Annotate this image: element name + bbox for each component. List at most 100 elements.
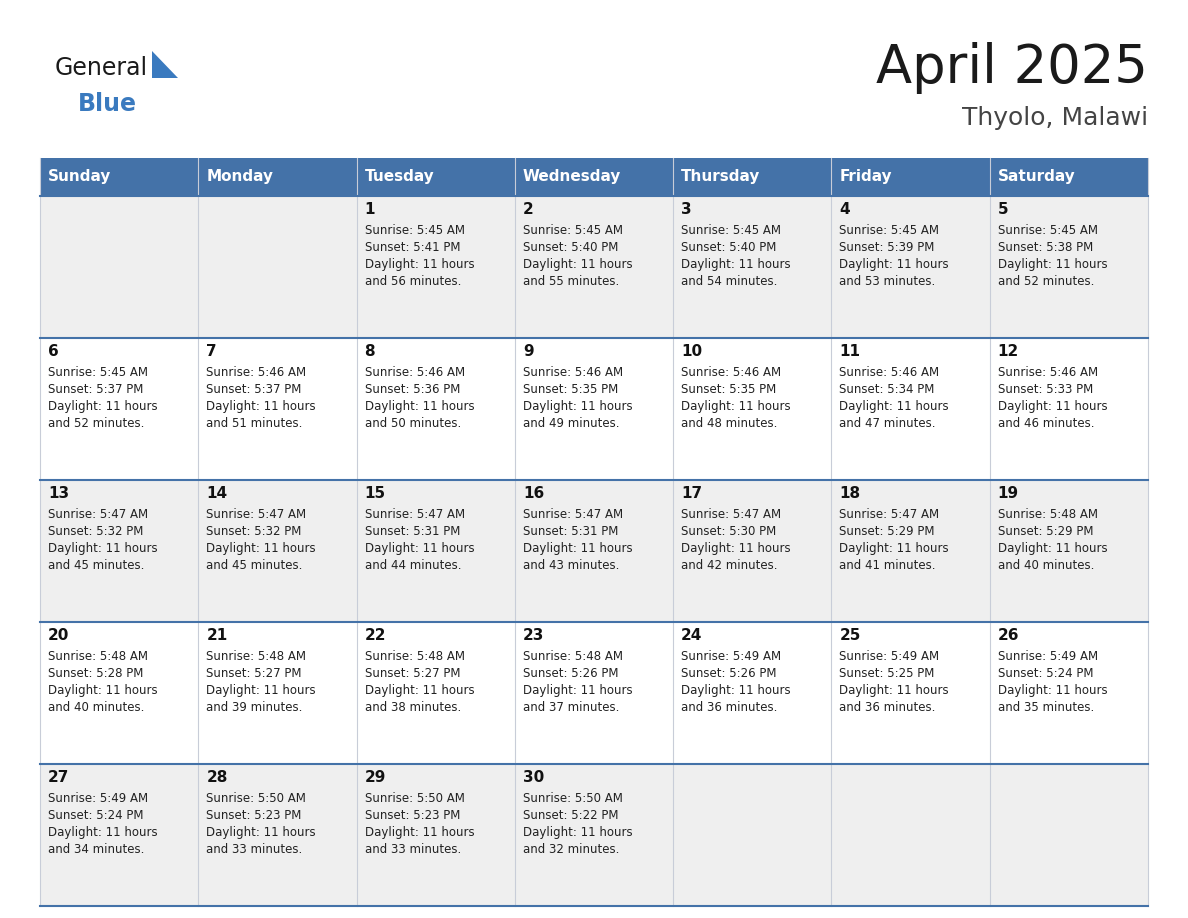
Bar [40,764,1148,906]
Text: Daylight: 11 hours: Daylight: 11 hours [207,826,316,839]
Text: 5: 5 [998,202,1009,217]
Text: and 42 minutes.: and 42 minutes. [681,559,778,572]
Text: Daylight: 11 hours: Daylight: 11 hours [48,826,158,839]
Text: 14: 14 [207,486,227,501]
Text: Sunset: 5:25 PM: Sunset: 5:25 PM [840,667,935,680]
Text: and 33 minutes.: and 33 minutes. [365,843,461,856]
Text: Daylight: 11 hours: Daylight: 11 hours [998,258,1107,271]
Text: Sunset: 5:26 PM: Sunset: 5:26 PM [681,667,777,680]
Text: Sunset: 5:23 PM: Sunset: 5:23 PM [365,809,460,822]
Text: and 46 minutes.: and 46 minutes. [998,417,1094,430]
Text: and 39 minutes.: and 39 minutes. [207,701,303,714]
Text: Daylight: 11 hours: Daylight: 11 hours [207,542,316,555]
Text: Sunset: 5:26 PM: Sunset: 5:26 PM [523,667,619,680]
Text: Sunrise: 5:49 AM: Sunrise: 5:49 AM [998,650,1098,663]
Text: Daylight: 11 hours: Daylight: 11 hours [48,542,158,555]
Text: Saturday: Saturday [998,170,1075,185]
Text: and 36 minutes.: and 36 minutes. [681,701,777,714]
Text: and 49 minutes.: and 49 minutes. [523,417,619,430]
Text: Thursday: Thursday [681,170,760,185]
Text: 12: 12 [998,344,1019,359]
Text: Daylight: 11 hours: Daylight: 11 hours [48,684,158,697]
Text: Sunday: Sunday [48,170,112,185]
Text: Sunset: 5:39 PM: Sunset: 5:39 PM [840,241,935,254]
Text: Daylight: 11 hours: Daylight: 11 hours [207,400,316,413]
Text: Sunset: 5:37 PM: Sunset: 5:37 PM [207,383,302,396]
Text: Daylight: 11 hours: Daylight: 11 hours [523,684,632,697]
Text: 8: 8 [365,344,375,359]
Text: April 2025: April 2025 [876,42,1148,94]
Text: Daylight: 11 hours: Daylight: 11 hours [998,684,1107,697]
Text: Sunset: 5:34 PM: Sunset: 5:34 PM [840,383,935,396]
Text: 16: 16 [523,486,544,501]
Text: 30: 30 [523,770,544,785]
Text: Sunset: 5:37 PM: Sunset: 5:37 PM [48,383,144,396]
Text: Sunrise: 5:48 AM: Sunrise: 5:48 AM [48,650,148,663]
Text: 22: 22 [365,628,386,643]
Text: 27: 27 [48,770,69,785]
Text: Daylight: 11 hours: Daylight: 11 hours [365,542,474,555]
Bar [40,338,1148,480]
Text: Sunset: 5:38 PM: Sunset: 5:38 PM [998,241,1093,254]
Text: Daylight: 11 hours: Daylight: 11 hours [840,258,949,271]
Text: and 47 minutes.: and 47 minutes. [840,417,936,430]
Text: Sunset: 5:40 PM: Sunset: 5:40 PM [681,241,777,254]
Text: Sunrise: 5:45 AM: Sunrise: 5:45 AM [365,224,465,237]
Text: Daylight: 11 hours: Daylight: 11 hours [681,542,791,555]
Text: Sunrise: 5:45 AM: Sunrise: 5:45 AM [681,224,782,237]
Text: Sunset: 5:35 PM: Sunset: 5:35 PM [681,383,777,396]
Text: Daylight: 11 hours: Daylight: 11 hours [365,826,474,839]
Text: 25: 25 [840,628,861,643]
Text: Sunset: 5:28 PM: Sunset: 5:28 PM [48,667,144,680]
Text: Sunset: 5:40 PM: Sunset: 5:40 PM [523,241,618,254]
Text: Sunset: 5:24 PM: Sunset: 5:24 PM [998,667,1093,680]
Text: Sunrise: 5:49 AM: Sunrise: 5:49 AM [48,792,148,805]
Text: and 48 minutes.: and 48 minutes. [681,417,777,430]
Text: Sunrise: 5:47 AM: Sunrise: 5:47 AM [207,508,307,521]
Text: 19: 19 [998,486,1019,501]
Text: and 45 minutes.: and 45 minutes. [48,559,145,572]
Text: and 50 minutes.: and 50 minutes. [365,417,461,430]
Text: Sunset: 5:35 PM: Sunset: 5:35 PM [523,383,618,396]
Text: Sunset: 5:27 PM: Sunset: 5:27 PM [365,667,460,680]
Text: Daylight: 11 hours: Daylight: 11 hours [998,400,1107,413]
Text: Sunrise: 5:49 AM: Sunrise: 5:49 AM [681,650,782,663]
Text: and 54 minutes.: and 54 minutes. [681,275,777,288]
Text: Daylight: 11 hours: Daylight: 11 hours [681,400,791,413]
Text: Sunrise: 5:47 AM: Sunrise: 5:47 AM [523,508,623,521]
Text: 10: 10 [681,344,702,359]
Text: Daylight: 11 hours: Daylight: 11 hours [48,400,158,413]
Text: Sunrise: 5:46 AM: Sunrise: 5:46 AM [840,366,940,379]
Text: Sunset: 5:27 PM: Sunset: 5:27 PM [207,667,302,680]
Text: Thyolo, Malawi: Thyolo, Malawi [962,106,1148,130]
Text: Sunrise: 5:49 AM: Sunrise: 5:49 AM [840,650,940,663]
Text: Sunset: 5:32 PM: Sunset: 5:32 PM [48,525,144,538]
Text: Sunrise: 5:45 AM: Sunrise: 5:45 AM [523,224,623,237]
Text: Blue: Blue [78,92,137,116]
Text: Sunset: 5:30 PM: Sunset: 5:30 PM [681,525,777,538]
Text: Daylight: 11 hours: Daylight: 11 hours [840,542,949,555]
Text: 20: 20 [48,628,69,643]
Text: 7: 7 [207,344,217,359]
Bar [40,158,1148,196]
Text: 11: 11 [840,344,860,359]
Text: 29: 29 [365,770,386,785]
Text: Sunrise: 5:46 AM: Sunrise: 5:46 AM [523,366,623,379]
Text: Sunrise: 5:47 AM: Sunrise: 5:47 AM [681,508,782,521]
Text: Sunset: 5:41 PM: Sunset: 5:41 PM [365,241,460,254]
Text: Sunset: 5:33 PM: Sunset: 5:33 PM [998,383,1093,396]
Text: Daylight: 11 hours: Daylight: 11 hours [523,258,632,271]
Text: Sunrise: 5:47 AM: Sunrise: 5:47 AM [48,508,148,521]
Text: Sunset: 5:23 PM: Sunset: 5:23 PM [207,809,302,822]
Text: Sunrise: 5:50 AM: Sunrise: 5:50 AM [207,792,307,805]
Text: Tuesday: Tuesday [365,170,435,185]
Text: and 40 minutes.: and 40 minutes. [48,701,145,714]
Text: 9: 9 [523,344,533,359]
Text: and 56 minutes.: and 56 minutes. [365,275,461,288]
Text: 28: 28 [207,770,228,785]
Text: and 44 minutes.: and 44 minutes. [365,559,461,572]
Text: Sunrise: 5:48 AM: Sunrise: 5:48 AM [998,508,1098,521]
Text: Daylight: 11 hours: Daylight: 11 hours [365,684,474,697]
Text: 17: 17 [681,486,702,501]
Text: and 37 minutes.: and 37 minutes. [523,701,619,714]
